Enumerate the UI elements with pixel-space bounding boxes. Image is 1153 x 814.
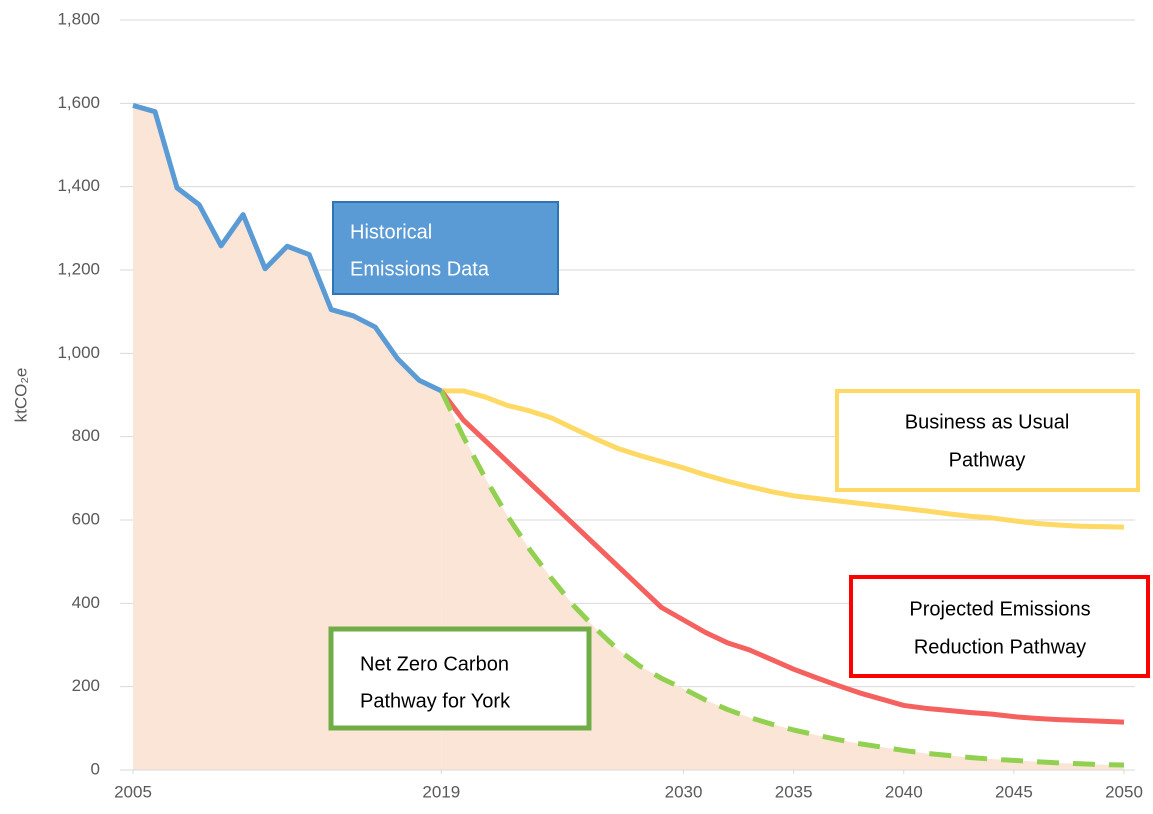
y-tick-label: 1,600 (57, 93, 100, 112)
annotation-text: Pathway for York (360, 690, 511, 712)
annotation-text: Pathway (949, 449, 1026, 471)
series-line (132, 103, 443, 394)
series-line (439, 389, 1125, 725)
annotation-box (332, 201, 559, 295)
y-tick-label: 400 (72, 593, 100, 612)
x-tick-label: 2005 (114, 782, 152, 801)
x-tick-label: 2045 (995, 782, 1033, 801)
annotation-box (328, 626, 592, 731)
annotation-text: Emissions Data (350, 258, 490, 280)
y-axis-label: ktCO₂e (11, 368, 30, 423)
y-tick-label: 1,000 (57, 343, 100, 362)
x-tick-label: 2035 (775, 782, 813, 801)
y-tick-label: 1,400 (57, 176, 100, 195)
area (441, 390, 1124, 770)
y-tick-label: 600 (72, 509, 100, 528)
x-tick-label: 2030 (665, 782, 703, 801)
annotation-text: Business as Usual (905, 411, 1070, 433)
series-line (441, 388, 1125, 530)
x-tick-label: 2050 (1105, 782, 1143, 801)
areas (133, 105, 1124, 770)
annotation-text: Projected Emissions (909, 598, 1090, 620)
y-tick-label: 1,200 (57, 259, 100, 278)
annotation-box (849, 575, 1150, 678)
annotation-box (835, 389, 1140, 492)
x-tick-label: 2040 (885, 782, 923, 801)
series-line (439, 389, 1125, 768)
y-tick-label: 200 (72, 676, 100, 695)
y-tick-label: 800 (72, 426, 100, 445)
annotation-text: Net Zero Carbon (360, 653, 509, 675)
y-tick-label: 0 (91, 759, 100, 778)
x-tick-label: 2019 (422, 782, 460, 801)
annotation-text: Reduction Pathway (914, 636, 1086, 658)
annotation-text: Historical (350, 221, 432, 243)
y-tick-label: 1,800 (57, 9, 100, 28)
area (133, 105, 442, 770)
